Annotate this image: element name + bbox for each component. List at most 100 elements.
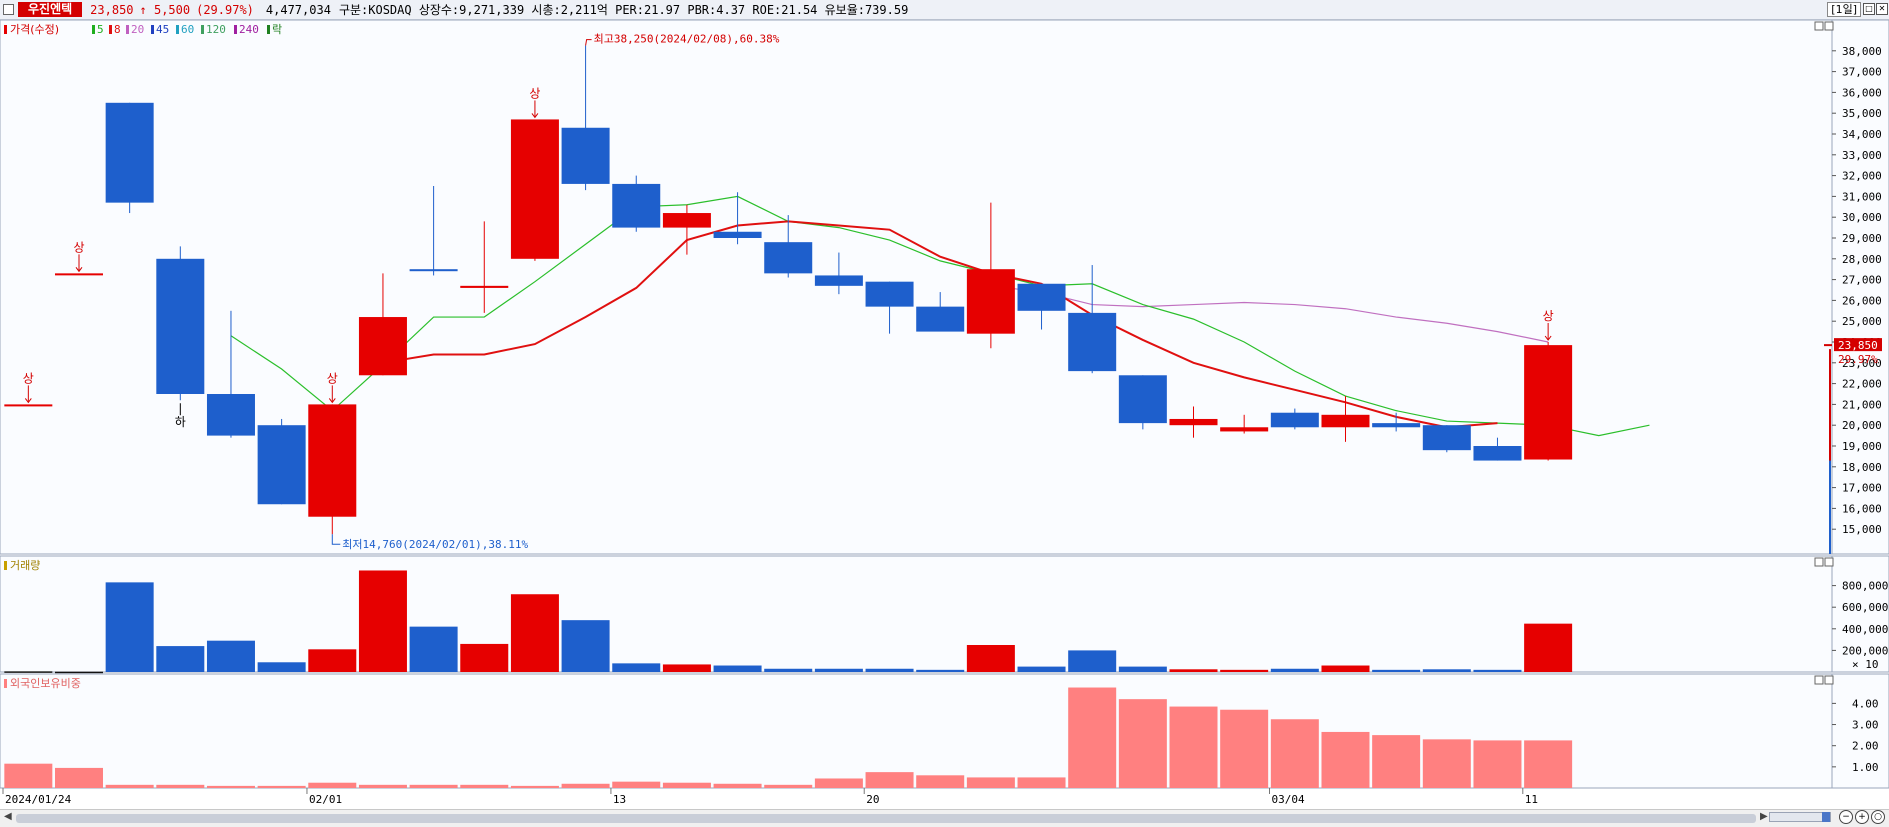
ma20-line bbox=[990, 285, 1549, 343]
volume-bar bbox=[1422, 669, 1471, 672]
period-selector[interactable]: [1일] bbox=[1827, 2, 1861, 17]
panel-minimize-icon[interactable] bbox=[1814, 675, 1824, 685]
candle-body bbox=[1017, 283, 1066, 311]
candle-body bbox=[156, 258, 205, 394]
foreign-bar bbox=[1372, 735, 1421, 788]
foreign-bar bbox=[4, 763, 53, 788]
panel-close-icon[interactable] bbox=[1824, 557, 1834, 567]
panel-close-icon[interactable] bbox=[1824, 675, 1834, 685]
candle bbox=[1321, 396, 1370, 442]
scroll-left-icon[interactable]: ◀ bbox=[4, 811, 12, 822]
candle-body bbox=[713, 231, 762, 238]
volume-bar bbox=[1270, 668, 1319, 672]
foreign-bar bbox=[358, 784, 407, 788]
zoom-slider-knob[interactable] bbox=[1822, 812, 1830, 822]
volume-bar bbox=[1118, 666, 1167, 672]
legend-foreign: 외국인보유비중 bbox=[10, 677, 81, 690]
legend-ma-label: 락 bbox=[272, 23, 282, 36]
foreign-bar bbox=[460, 784, 509, 788]
limit-up-marker: 상 bbox=[73, 240, 84, 254]
panel-minimize-icon[interactable] bbox=[1814, 21, 1824, 31]
legend-ma-swatch bbox=[234, 25, 237, 34]
price-tick-label: 21,000 bbox=[1842, 398, 1882, 411]
volume-bar bbox=[561, 620, 610, 672]
candle-body bbox=[460, 285, 509, 288]
candle bbox=[1118, 375, 1167, 430]
legend-price-swatch bbox=[4, 25, 7, 34]
stock-chart[interactable]: 15,000 16,000 17,000 18,000 19,000 20,000 21,0… bbox=[0, 19, 1889, 809]
low-pointer bbox=[331, 534, 341, 545]
panel-minimize-icon[interactable] bbox=[1814, 557, 1824, 567]
legend-ma-label: 240 bbox=[239, 23, 259, 36]
candle-body bbox=[1372, 423, 1421, 428]
foreign-bar bbox=[764, 784, 813, 788]
zoom-in-icon[interactable]: + bbox=[1855, 810, 1869, 824]
foreign-bar bbox=[966, 777, 1015, 788]
candle bbox=[1017, 283, 1066, 330]
candle-body bbox=[409, 269, 458, 272]
volume-bar bbox=[1068, 650, 1117, 672]
candle bbox=[966, 202, 1015, 349]
volume-tick-label: 800,000 bbox=[1842, 580, 1888, 593]
volume-bar bbox=[1169, 669, 1218, 672]
candle bbox=[257, 418, 306, 505]
last-price-label: 23,850 bbox=[1838, 339, 1878, 352]
limit-up-arrowhead bbox=[531, 113, 539, 119]
limit-up-arrowhead bbox=[328, 398, 336, 404]
candle-body bbox=[814, 275, 863, 286]
price-tick-label: 28,000 bbox=[1842, 253, 1882, 266]
legend-ma-swatch bbox=[92, 25, 95, 34]
limit-up-arrowhead bbox=[24, 398, 32, 404]
price-tick-label: 17,000 bbox=[1842, 482, 1882, 495]
candle-body bbox=[308, 404, 357, 517]
price-tick-label: 31,000 bbox=[1842, 190, 1882, 203]
last-price-tag bbox=[1834, 338, 1882, 352]
foreign-tick-label: 3.00 bbox=[1852, 719, 1879, 732]
candle-body bbox=[4, 404, 53, 407]
foreign-bar bbox=[1118, 699, 1167, 788]
foreign-bar bbox=[409, 784, 458, 788]
legend-ma-label: 20 bbox=[131, 23, 144, 36]
x-tick-label: 20 bbox=[866, 793, 879, 806]
volume-tick-label: 600,000 bbox=[1842, 601, 1888, 614]
zoom-slider[interactable] bbox=[1769, 812, 1831, 822]
foreign-bar bbox=[1220, 709, 1269, 788]
candle bbox=[206, 310, 255, 438]
current-price: 23,850 bbox=[90, 2, 134, 17]
foreign-bar bbox=[54, 767, 103, 788]
volume-total: 4,477,034 bbox=[265, 2, 331, 17]
foreign-bar bbox=[1068, 687, 1117, 788]
candle bbox=[156, 246, 205, 401]
price-tick-label: 38,000 bbox=[1842, 45, 1882, 58]
legend-ma-swatch bbox=[126, 25, 129, 34]
panel-close-icon[interactable] bbox=[1824, 21, 1834, 31]
candle-body bbox=[1068, 312, 1117, 372]
legend-price: 가격(수정) bbox=[10, 23, 59, 36]
candle-body bbox=[612, 183, 661, 228]
ma5-line bbox=[230, 195, 1650, 437]
legend-ma-swatch bbox=[267, 25, 270, 34]
candle bbox=[1473, 437, 1522, 461]
foreign-bar bbox=[206, 785, 255, 788]
high-annotation: 최고38,250(2024/02/08),60.38% bbox=[594, 33, 780, 46]
scroll-right-icon[interactable]: ▶ bbox=[1760, 811, 1768, 822]
maximize-icon[interactable]: □ bbox=[1863, 3, 1875, 15]
select-checkbox[interactable] bbox=[3, 4, 14, 15]
x-tick-label: 13 bbox=[613, 793, 626, 806]
close-icon[interactable]: ✕ bbox=[1876, 3, 1888, 15]
foreign-bar bbox=[1321, 731, 1370, 788]
scroll-thumb[interactable] bbox=[16, 814, 1756, 823]
price-tick-label: 19,000 bbox=[1842, 440, 1882, 453]
candle-body bbox=[1220, 427, 1269, 432]
horizontal-scrollbar[interactable]: ◀ ▶ − + ○ bbox=[0, 809, 1889, 827]
zoom-reset-icon[interactable]: ○ bbox=[1871, 810, 1885, 824]
foreign-bar bbox=[308, 782, 357, 788]
legend-ma-label: 60 bbox=[181, 23, 194, 36]
price-tick-label: 27,000 bbox=[1842, 274, 1882, 287]
zoom-out-icon[interactable]: − bbox=[1839, 810, 1853, 824]
candle-body bbox=[1473, 446, 1522, 461]
stock-name[interactable]: 우진엔텍 bbox=[18, 2, 83, 17]
candle bbox=[1220, 414, 1269, 434]
price-tick-label: 29,000 bbox=[1842, 232, 1882, 245]
chart-area: 15,000 16,000 17,000 18,000 19,000 20,000 21,0… bbox=[0, 19, 1889, 812]
